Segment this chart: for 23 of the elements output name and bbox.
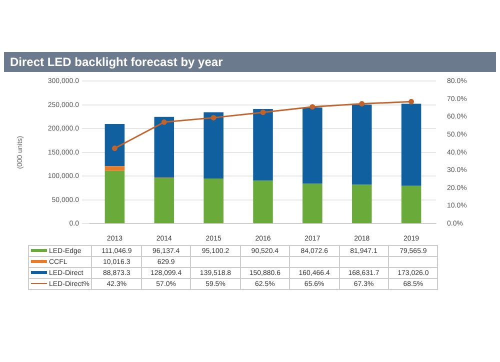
bar xyxy=(104,166,125,171)
chart-title: Direct LED backlight forecast by year xyxy=(4,52,496,72)
point xyxy=(310,104,316,110)
point xyxy=(210,114,216,120)
point xyxy=(161,119,167,125)
bar xyxy=(204,112,224,178)
bar xyxy=(302,184,322,224)
point xyxy=(359,101,365,107)
bar xyxy=(352,104,372,185)
bar xyxy=(104,170,125,224)
point xyxy=(112,146,118,152)
bar xyxy=(401,186,422,224)
bar xyxy=(104,124,125,166)
bar xyxy=(401,104,422,186)
bar xyxy=(204,178,224,224)
bar xyxy=(253,180,273,224)
bar xyxy=(154,116,174,178)
bar xyxy=(352,184,372,224)
point xyxy=(408,98,414,104)
bar xyxy=(154,178,174,224)
bar xyxy=(302,108,322,184)
point xyxy=(260,110,266,116)
bar xyxy=(253,109,273,181)
